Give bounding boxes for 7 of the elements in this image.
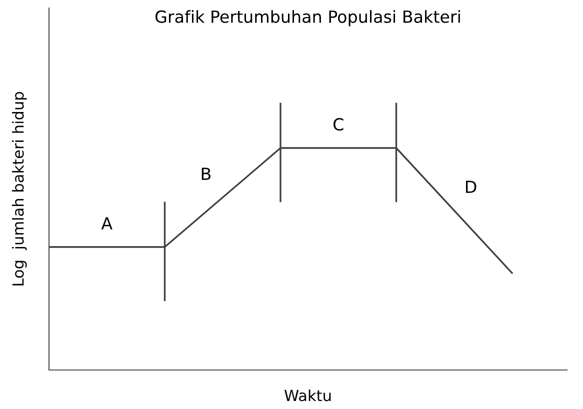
text: C bbox=[333, 118, 344, 131]
annotation: A bbox=[101, 217, 112, 230]
y-axis-title: Log jumlah bakteri hidup bbox=[12, 92, 27, 286]
annotation: B bbox=[202, 168, 210, 180]
chart-title: Grafik Pertumbuhan Populasi Bakteri bbox=[155, 10, 460, 26]
x-axis-title: Waktu bbox=[284, 389, 331, 402]
annotation: D bbox=[466, 180, 476, 193]
